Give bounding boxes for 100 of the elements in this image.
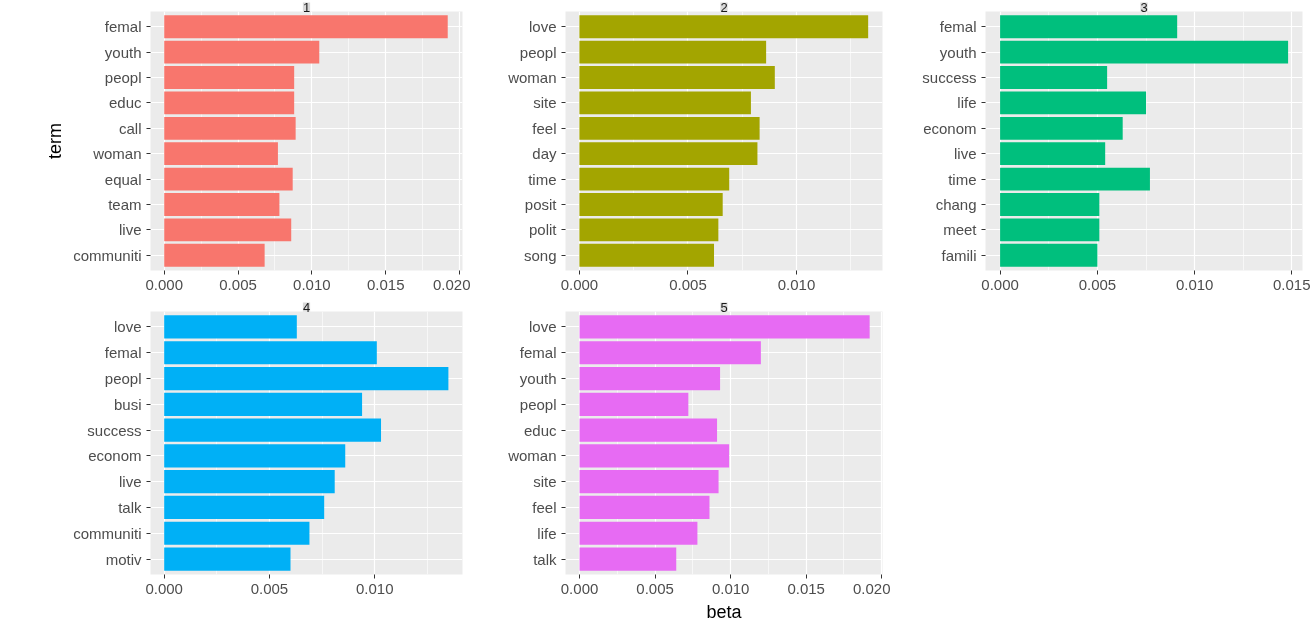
x-tick-label: 0.010 xyxy=(293,275,331,293)
bar xyxy=(579,444,730,468)
y-tick-label: love xyxy=(113,318,142,336)
bar xyxy=(1000,193,1100,216)
y-tick-label: life xyxy=(957,94,977,112)
bar xyxy=(1000,40,1289,64)
bar xyxy=(164,193,280,216)
x-tick-label: 0.010 xyxy=(777,275,816,293)
y-tick-label: polit xyxy=(528,221,558,239)
x-tick-label: 0.000 xyxy=(560,275,599,293)
y-tick-label: femal xyxy=(104,344,142,362)
bar xyxy=(164,66,295,89)
y-tick-label: meet xyxy=(943,221,978,239)
y-tick-label: song xyxy=(523,246,557,264)
bar xyxy=(579,142,758,166)
x-tick-label: 0.000 xyxy=(560,579,599,597)
bar xyxy=(579,193,723,216)
y-tick-label: live xyxy=(118,221,142,239)
x-tick-label: 0.015 xyxy=(1272,275,1311,293)
bar xyxy=(579,418,718,442)
y-axis-title: term xyxy=(45,123,66,159)
y-tick-label: femal xyxy=(104,18,142,36)
bar xyxy=(164,315,297,339)
x-tick-label: 0.010 xyxy=(355,579,394,597)
y-tick-label: peopl xyxy=(104,69,142,87)
y-tick-label: success xyxy=(87,421,142,439)
bar xyxy=(579,66,775,89)
x-tick-label: 0.020 xyxy=(432,275,471,293)
bar xyxy=(164,15,448,39)
y-tick-label: youth xyxy=(104,43,142,61)
y-tick-label: feel xyxy=(532,498,557,516)
y-tick-label: time xyxy=(528,170,557,188)
y-tick-label: live xyxy=(953,145,977,163)
bar xyxy=(164,366,449,391)
bar xyxy=(579,116,760,140)
bar xyxy=(164,243,265,267)
y-tick-label: femal xyxy=(519,344,557,362)
chart-title: 5 xyxy=(720,299,728,315)
y-tick-label: love xyxy=(528,18,557,36)
y-tick-label: woman xyxy=(507,447,557,465)
y-tick-label: chang xyxy=(935,195,977,213)
x-tick-label: 0.015 xyxy=(787,579,825,597)
bar xyxy=(164,444,346,468)
y-tick-label: peopl xyxy=(519,43,557,61)
y-tick-label: youth xyxy=(519,370,557,388)
y-tick-label: peopl xyxy=(519,395,557,413)
bar xyxy=(164,91,295,115)
bar xyxy=(579,40,767,64)
x-tick-label: 0.005 xyxy=(219,275,257,293)
y-tick-label: econom xyxy=(88,447,142,465)
bar xyxy=(579,495,710,520)
bar xyxy=(164,341,377,365)
bar xyxy=(1000,243,1098,267)
bar xyxy=(579,341,761,365)
y-tick-label: team xyxy=(108,195,142,213)
y-tick-label: youth xyxy=(939,43,977,61)
bar xyxy=(579,521,698,545)
y-tick-label: time xyxy=(948,170,977,188)
x-tick-label: 0.005 xyxy=(1078,275,1117,293)
x-tick-label: 0.000 xyxy=(981,275,1019,293)
y-tick-label: love xyxy=(528,318,557,336)
x-tick-label: 0.005 xyxy=(669,275,707,293)
bar xyxy=(164,495,325,520)
x-tick-label: 0.005 xyxy=(250,579,289,597)
x-tick-label: 0.015 xyxy=(366,275,405,293)
y-tick-label: busi xyxy=(113,395,142,413)
bar xyxy=(164,392,363,416)
bar xyxy=(1000,66,1108,89)
bar xyxy=(164,547,291,571)
y-tick-label: talk xyxy=(118,498,142,516)
bar xyxy=(1000,116,1123,140)
y-tick-label: life xyxy=(537,524,557,542)
bar xyxy=(579,91,751,115)
bar xyxy=(1000,167,1150,191)
x-tick-label: 0.010 xyxy=(711,579,750,597)
y-tick-label: equal xyxy=(104,170,142,188)
bar xyxy=(164,116,296,140)
y-tick-label: communiti xyxy=(73,524,142,542)
bar xyxy=(164,521,310,545)
y-tick-label: famili xyxy=(941,246,977,264)
y-tick-label: educ xyxy=(108,94,142,112)
chart-title: 3 xyxy=(1140,0,1148,15)
y-tick-label: posit xyxy=(524,195,558,213)
y-tick-label: day xyxy=(532,145,557,163)
bar xyxy=(1000,142,1106,166)
x-axis-title: beta xyxy=(706,601,743,622)
y-tick-label: motiv xyxy=(105,550,142,568)
bar xyxy=(579,167,730,191)
y-tick-label: woman xyxy=(507,69,557,87)
bar xyxy=(164,167,293,191)
x-tick-label: 0.010 xyxy=(1175,275,1214,293)
y-tick-label: communiti xyxy=(73,246,142,264)
chart-title: 4 xyxy=(302,299,311,315)
y-tick-label: educ xyxy=(523,421,557,439)
bar xyxy=(1000,15,1178,39)
bar xyxy=(579,315,870,339)
bar xyxy=(579,218,719,242)
x-tick-label: 0.020 xyxy=(852,579,891,597)
y-tick-label: call xyxy=(118,119,142,137)
bar xyxy=(164,218,292,242)
